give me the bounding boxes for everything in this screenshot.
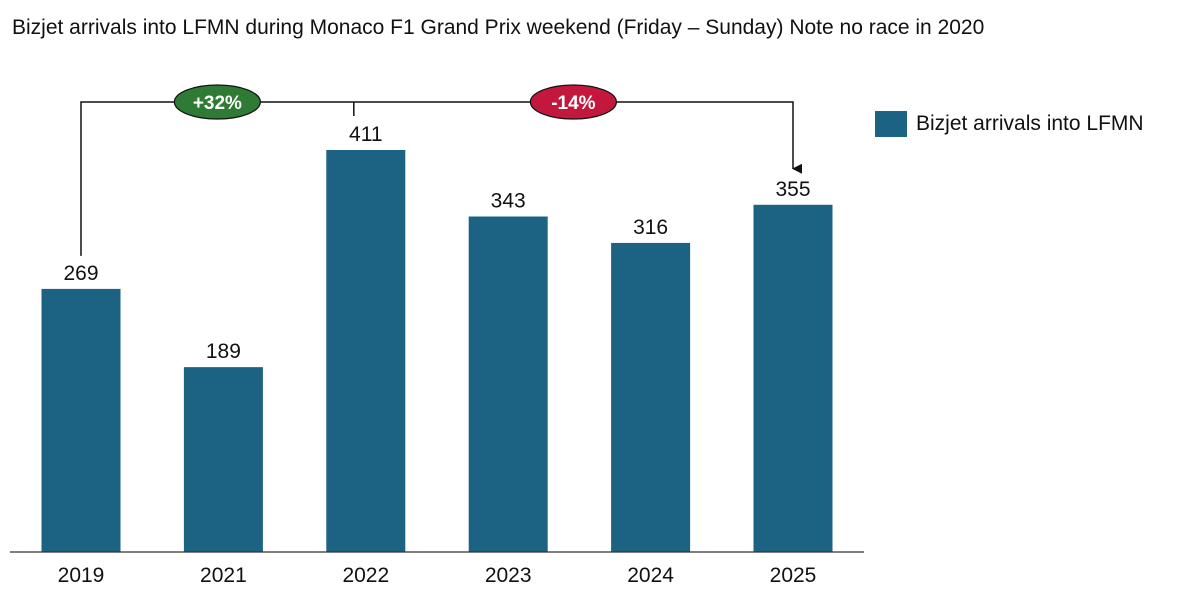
x-tick-2025: 2025 (770, 564, 817, 587)
x-tick-2022: 2022 (342, 564, 389, 587)
bar-2023 (468, 216, 548, 552)
data-label-2022: 411 (349, 123, 382, 146)
bar-2019 (41, 288, 121, 552)
legend: Bizjet arrivals into LFMN (875, 111, 1144, 137)
chart-title: Bizjet arrivals into LFMN during Monaco … (12, 16, 985, 39)
bar-2024 (611, 242, 691, 552)
data-label-2019: 269 (63, 262, 98, 285)
data-label-2021: 189 (206, 340, 241, 363)
x-tick-2021: 2021 (200, 564, 247, 587)
change-badge-label-1: +32% (193, 93, 242, 114)
legend-label: Bizjet arrivals into LFMN (916, 112, 1144, 135)
change-badge-1 (173, 84, 261, 120)
comparison-bracket (80, 101, 802, 256)
bar-2022 (326, 150, 406, 552)
change-badge-2 (529, 84, 618, 120)
x-tick-2024: 2024 (627, 564, 674, 587)
x-tick-2023: 2023 (485, 564, 532, 587)
legend-swatch (875, 111, 907, 137)
data-label-2025: 355 (775, 178, 810, 201)
bar-2021 (183, 367, 263, 552)
data-label-2024: 316 (633, 216, 668, 239)
x-tick-2019: 2019 (58, 564, 105, 587)
bar-2025 (753, 204, 833, 552)
data-label-2023: 343 (491, 190, 526, 213)
change-badge-label-2: -14% (551, 93, 595, 114)
